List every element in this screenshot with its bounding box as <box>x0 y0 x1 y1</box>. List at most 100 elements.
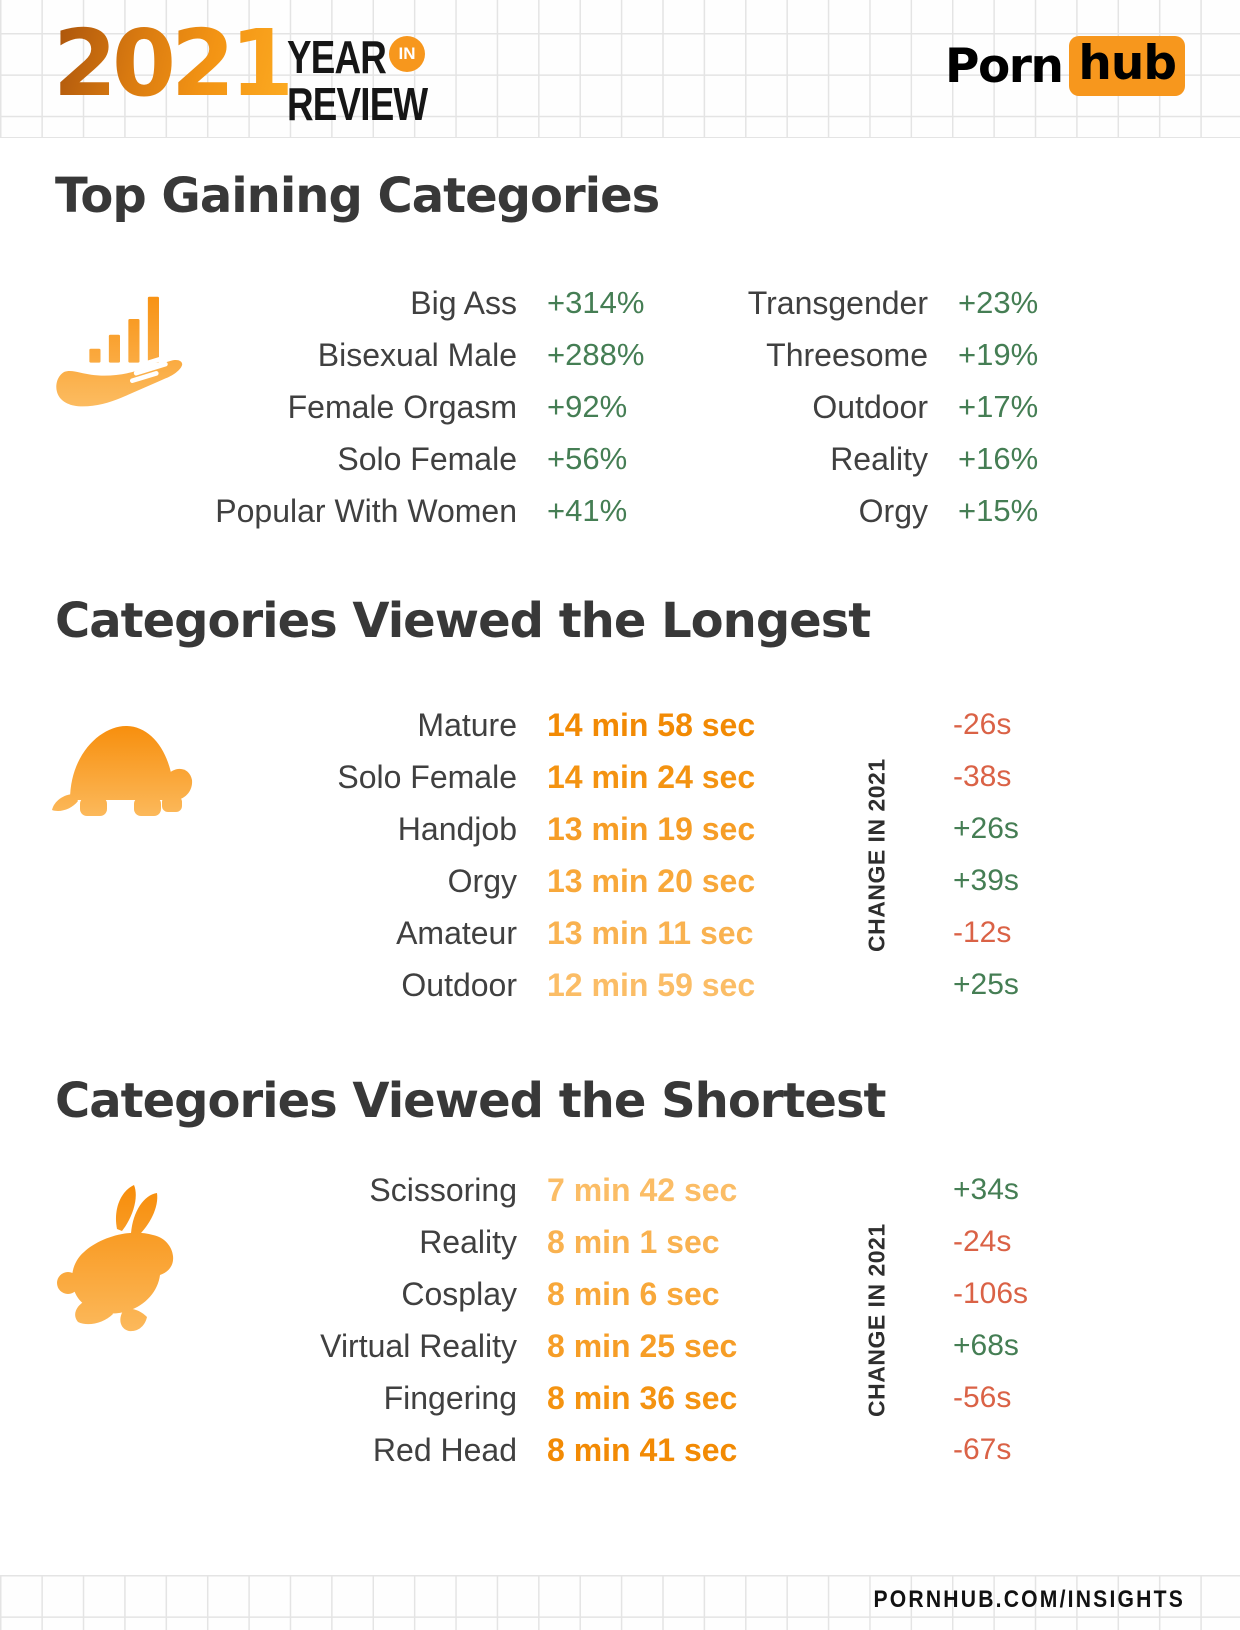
year-2021-logo: 2021 <box>53 10 294 117</box>
category-label: Handjob <box>397 810 517 847</box>
hand-growth-chart-icon <box>50 280 190 410</box>
view-time: 12 min 59 sec <box>547 966 756 1003</box>
gaining-row: Female Orgasm +92% <box>55 381 644 433</box>
category-label: Female Orgasm <box>287 388 517 425</box>
section-title-top-gaining: Top Gaining Categories <box>55 168 660 224</box>
gain-percent: +19% <box>958 337 1039 372</box>
duration-row: Fingering 8 min 36 sec -56s <box>0 1372 1240 1424</box>
duration-row: Mature 14 min 58 sec -26s <box>0 699 1240 751</box>
view-time: 8 min 6 sec <box>547 1275 720 1312</box>
duration-row: Cosplay 8 min 6 sec -106s <box>0 1268 1240 1320</box>
change-value: -12s <box>953 916 1012 949</box>
category-label: Amateur <box>396 914 517 951</box>
category-label: Virtual Reality <box>320 1327 517 1364</box>
change-value: -56s <box>953 1381 1012 1414</box>
gain-percent: +92% <box>547 389 628 424</box>
gaining-row: Bisexual Male +288% <box>55 329 645 381</box>
view-time: 13 min 11 sec <box>547 914 754 951</box>
gaining-row: Orgy +15% <box>560 485 1039 537</box>
category-label: Fingering <box>383 1379 517 1416</box>
gaining-list-left: Big Ass +314% Bisexual Male +288% Female… <box>55 277 644 537</box>
section-title-viewed-shortest: Categories Viewed the Shortest <box>55 1073 886 1129</box>
change-value: +34s <box>953 1173 1019 1206</box>
gaining-row: Outdoor +17% <box>560 381 1038 433</box>
category-label: Transgender <box>747 284 928 321</box>
category-label: Outdoor <box>401 966 517 1003</box>
gain-percent: +15% <box>958 493 1039 528</box>
duration-row: Outdoor 12 min 59 sec +25s <box>0 959 1240 1011</box>
category-label: Orgy <box>447 862 517 899</box>
view-time: 7 min 42 sec <box>547 1171 738 1208</box>
gaining-list-right: Transgender +23% Threesome +19% Outdoor … <box>560 277 1038 537</box>
change-value: -67s <box>953 1433 1012 1466</box>
category-label: Solo Female <box>337 758 517 795</box>
view-time: 13 min 20 sec <box>547 862 756 899</box>
duration-row: Solo Female 14 min 24 sec -38s <box>0 751 1240 803</box>
duration-row: Amateur 13 min 11 sec -12s <box>0 907 1240 959</box>
change-value: +25s <box>953 968 1019 1001</box>
change-value: -106s <box>953 1277 1029 1310</box>
category-label: Popular With Women <box>215 492 517 529</box>
view-time: 14 min 24 sec <box>547 758 756 795</box>
change-value: -24s <box>953 1225 1012 1258</box>
category-label: Red Head <box>372 1431 517 1468</box>
category-label: Reality <box>830 440 928 477</box>
change-in-2021-header: CHANGE IN 2021 <box>863 1223 890 1417</box>
gaining-row: Transgender +23% <box>560 277 1038 329</box>
gaining-row: Big Ass +314% <box>55 277 644 329</box>
duration-row: Red Head 8 min 41 sec -67s <box>0 1424 1240 1476</box>
gaining-row: Threesome +19% <box>560 329 1038 381</box>
gaining-row: Solo Female +56% <box>55 433 644 485</box>
change-value: -26s <box>953 708 1012 741</box>
section-title-viewed-longest: Categories Viewed the Longest <box>55 593 871 649</box>
category-label: Mature <box>417 706 517 743</box>
shortest-duration-list: Scissoring 7 min 42 sec +34s Reality 8 m… <box>0 1164 1240 1476</box>
gain-percent: +56% <box>547 441 628 476</box>
duration-row: Scissoring 7 min 42 sec +34s <box>0 1164 1240 1216</box>
pornhub-logo-porn-text: Porn <box>945 38 1064 94</box>
category-label: Outdoor <box>812 388 928 425</box>
gain-percent: +314% <box>547 285 645 320</box>
category-label: Big Ass <box>410 284 517 321</box>
year-in-review-tagline: YEAR IN REVIEW <box>287 34 462 128</box>
view-time: 8 min 36 sec <box>547 1379 738 1416</box>
category-label: Solo Female <box>337 440 517 477</box>
top-grid-band <box>0 0 1240 138</box>
insights-url: PORNHUB.COM/INSIGHTS <box>873 1586 1185 1613</box>
tagline-year-text: YEAR <box>287 31 387 83</box>
gain-percent: +16% <box>958 441 1039 476</box>
pornhub-logo: Porn hub <box>945 36 1185 96</box>
gain-percent: +41% <box>547 493 628 528</box>
view-time: 13 min 19 sec <box>547 810 756 847</box>
change-in-2021-header: CHANGE IN 2021 <box>863 758 890 952</box>
pornhub-logo-hub-text: hub <box>1069 36 1185 96</box>
longest-duration-list: Mature 14 min 58 sec -26s Solo Female 14… <box>0 699 1240 1011</box>
duration-row: Handjob 13 min 19 sec +26s <box>0 803 1240 855</box>
tagline-line1: YEAR IN <box>287 34 462 81</box>
gain-percent: +23% <box>958 285 1039 320</box>
category-label: Orgy <box>858 492 928 529</box>
gaining-row: Reality +16% <box>560 433 1038 485</box>
category-label: Reality <box>419 1223 517 1260</box>
view-time: 8 min 1 sec <box>547 1223 720 1260</box>
view-time: 8 min 25 sec <box>547 1327 738 1364</box>
change-value: +39s <box>953 864 1019 897</box>
tagline-line2: REVIEW <box>287 81 462 128</box>
category-label: Threesome <box>766 336 928 373</box>
gain-percent: +288% <box>547 337 645 372</box>
view-time: 14 min 58 sec <box>547 706 756 743</box>
duration-row: Virtual Reality 8 min 25 sec +68s <box>0 1320 1240 1372</box>
category-label: Scissoring <box>369 1171 517 1208</box>
tagline-review-text: REVIEW <box>287 78 428 130</box>
rabbit-icon <box>55 1183 183 1345</box>
duration-row: Reality 8 min 1 sec -24s <box>0 1216 1240 1268</box>
gain-percent: +17% <box>958 389 1039 424</box>
change-value: +26s <box>953 812 1019 845</box>
category-label: Cosplay <box>401 1275 517 1312</box>
turtle-icon <box>48 700 193 835</box>
category-label: Bisexual Male <box>317 336 517 373</box>
bottom-grid-band <box>0 1575 1240 1630</box>
gaining-row: Popular With Women +41% <box>55 485 644 537</box>
in-badge: IN <box>389 36 425 72</box>
